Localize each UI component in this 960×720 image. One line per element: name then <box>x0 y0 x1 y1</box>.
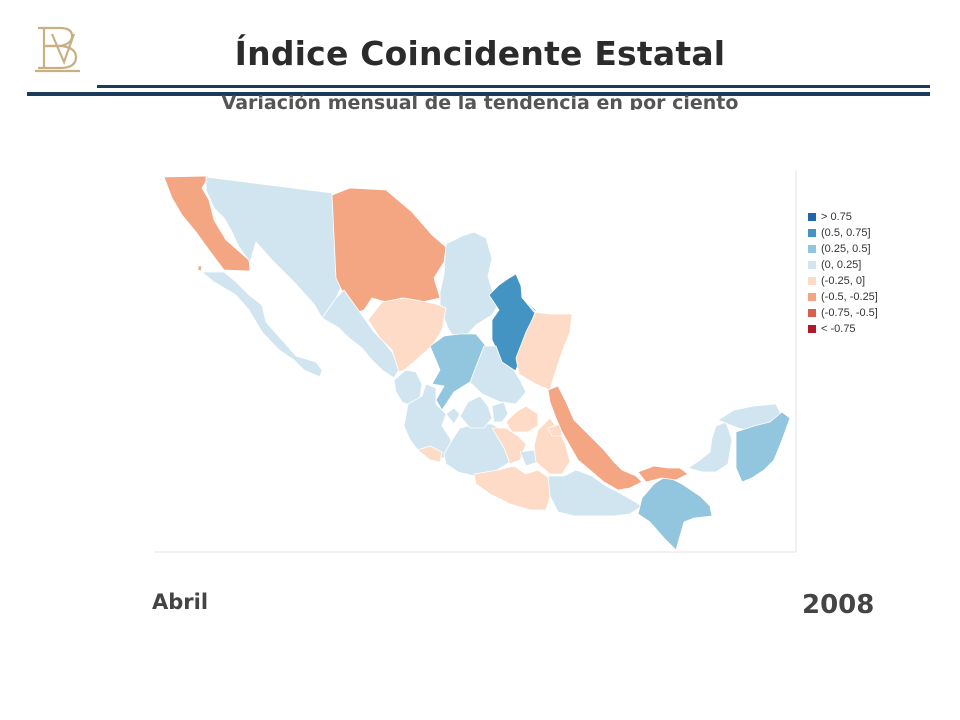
state-tabasco <box>637 465 689 483</box>
state-baja-california <box>197 265 203 272</box>
legend-item: > 0.75 <box>808 209 878 225</box>
state-guerrero <box>473 465 553 511</box>
legend-label: (0.5, 0.75] <box>821 227 871 239</box>
legend-item: < -0.75 <box>808 321 878 337</box>
legend-swatch <box>808 309 816 317</box>
state-baja-california-sur <box>201 271 323 378</box>
legend-swatch <box>808 213 816 221</box>
state-durango <box>367 297 447 373</box>
legend-swatch <box>808 229 816 237</box>
state-zacatecas <box>429 333 487 411</box>
legend-swatch <box>808 293 816 301</box>
state-chihuahua <box>331 187 447 316</box>
bank-logo <box>30 22 84 74</box>
state-queretaro <box>491 401 509 423</box>
year-label: 2008 <box>802 590 875 620</box>
legend-item: (0, 0.25] <box>808 257 878 273</box>
legend-item: (-0.25, 0] <box>808 273 878 289</box>
title-divider <box>27 92 930 96</box>
legend-item: (0.25, 0.5] <box>808 241 878 257</box>
state-veracruz <box>547 385 643 491</box>
state-chiapas <box>637 475 713 551</box>
legend-label: > 0.75 <box>821 211 852 223</box>
legend-label: (-0.25, 0] <box>821 275 866 287</box>
legend-item: (-0.5, -0.25] <box>808 289 878 305</box>
legend-label: (-0.5, -0.25] <box>821 291 878 303</box>
page-subtitle: Variación mensual de la tendencia en por… <box>221 92 739 110</box>
state-quintana-roo <box>735 411 791 483</box>
month-label: Abril <box>152 590 209 614</box>
legend-label: (0.25, 0.5] <box>821 243 871 255</box>
state-puebla <box>533 417 571 475</box>
state-hidalgo <box>505 405 539 433</box>
legend-swatch <box>808 277 816 285</box>
page-title: Índice Coincidente Estatal <box>234 34 726 73</box>
legend-item: (0.5, 0.75] <box>808 225 878 241</box>
legend-swatch <box>808 325 816 333</box>
legend-swatch <box>808 261 816 269</box>
state-san-luis-potosi <box>469 345 527 405</box>
state-campeche <box>687 421 733 473</box>
legend-item: (-0.75, -0.5] <box>808 305 878 321</box>
state-baja-california <box>163 175 251 272</box>
state-aguascalientes <box>445 407 461 425</box>
state-colima <box>417 445 443 463</box>
legend-label: (-0.75, -0.5] <box>821 307 878 319</box>
state-sonora <box>205 176 345 319</box>
map-legend: > 0.75 (0.5, 0.75] (0.25, 0.5] (0, 0.25]… <box>808 209 878 337</box>
legend-label: < -0.75 <box>821 323 856 335</box>
title-underline <box>97 85 930 88</box>
legend-swatch <box>808 245 816 253</box>
legend-label: (0, 0.25] <box>821 259 862 271</box>
choropleth-map <box>154 170 798 553</box>
state-guanajuato <box>459 395 493 429</box>
state-coahuila <box>439 231 501 339</box>
state-jalisco <box>403 383 455 459</box>
state-tlaxcala <box>547 423 563 437</box>
